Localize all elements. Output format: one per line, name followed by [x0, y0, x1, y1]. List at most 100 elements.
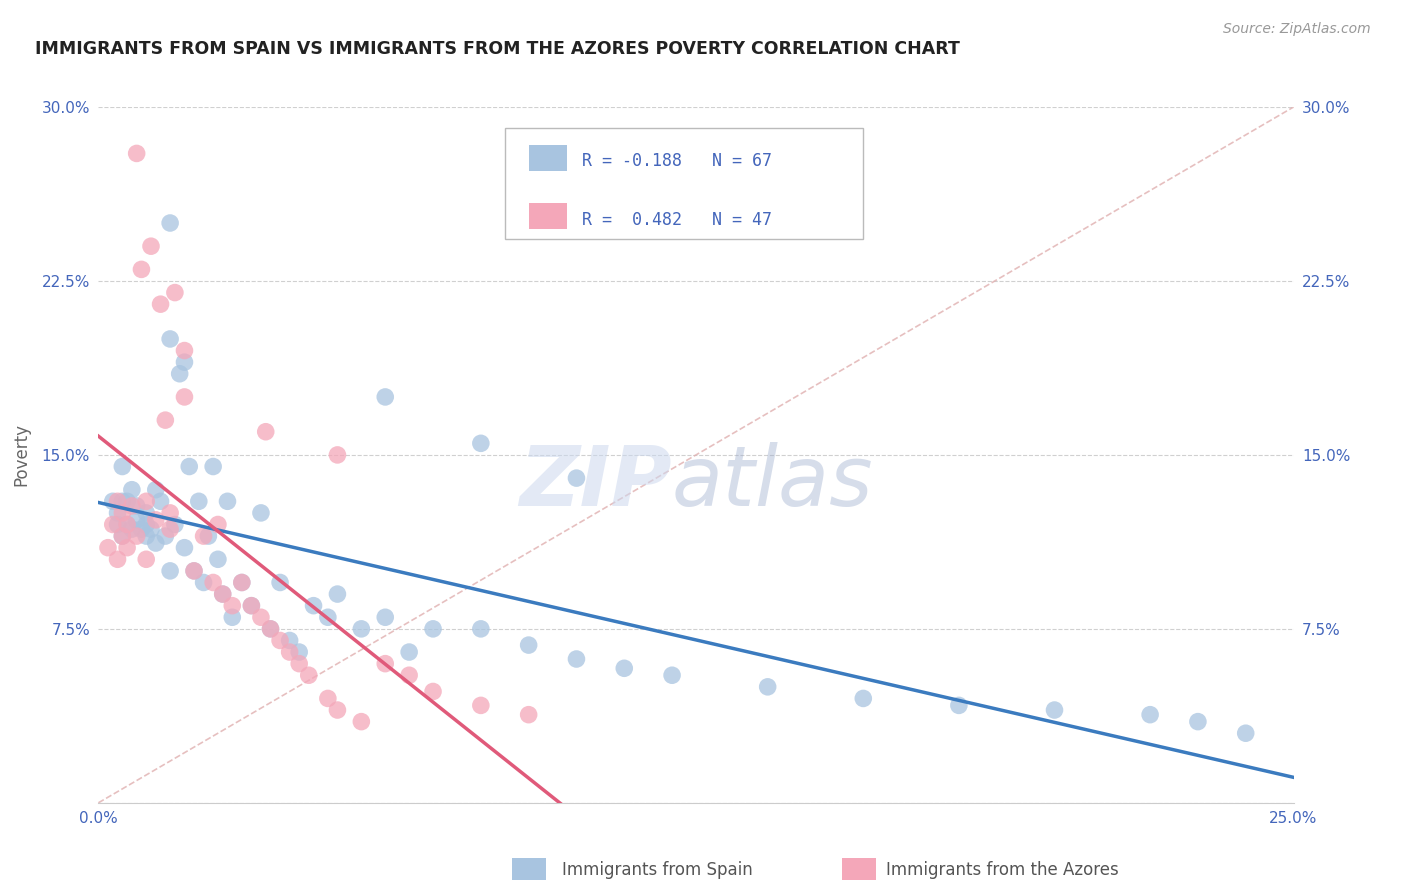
Point [613, 661, 636, 675]
Y-axis label: Poverty: Poverty [13, 424, 31, 486]
Point [517, 638, 540, 652]
Point [145, 513, 167, 527]
Text: R = -0.188   N = 67: R = -0.188 N = 67 [582, 153, 772, 170]
Point [374, 657, 396, 671]
Point [155, 529, 177, 543]
Point [254, 425, 277, 439]
Point [240, 599, 263, 613]
Point [269, 575, 291, 590]
Point [565, 652, 588, 666]
Point [193, 529, 215, 543]
Point [756, 680, 779, 694]
FancyBboxPatch shape [529, 145, 567, 171]
Point [183, 564, 205, 578]
Point [221, 599, 243, 613]
Point [398, 645, 420, 659]
Point [115, 517, 138, 532]
Point [207, 517, 229, 532]
Text: Immigrants from the Azores: Immigrants from the Azores [886, 861, 1119, 879]
Point [948, 698, 970, 713]
Point [661, 668, 683, 682]
Point [259, 622, 281, 636]
Point [316, 691, 339, 706]
Point [470, 436, 492, 450]
Point [326, 448, 349, 462]
Point [1187, 714, 1209, 729]
Point [1139, 707, 1161, 722]
Point [159, 332, 181, 346]
Point [326, 587, 349, 601]
Point [217, 494, 239, 508]
Point [125, 513, 148, 527]
Text: Immigrants from Spain: Immigrants from Spain [562, 861, 754, 879]
Point [374, 610, 396, 624]
Point [183, 564, 205, 578]
Point [135, 506, 157, 520]
Point [145, 536, 167, 550]
Point [231, 575, 253, 590]
Point [111, 506, 134, 520]
Point [131, 262, 153, 277]
Point [111, 529, 134, 543]
Point [565, 471, 588, 485]
Text: Source: ZipAtlas.com: Source: ZipAtlas.com [1223, 22, 1371, 37]
Point [159, 522, 181, 536]
Point [350, 714, 373, 729]
Point [121, 499, 143, 513]
Text: ZIP: ZIP [519, 442, 672, 524]
Point [179, 459, 201, 474]
Point [107, 517, 129, 532]
Point [111, 494, 134, 508]
Point [163, 517, 186, 532]
Point [125, 529, 148, 543]
Point [173, 541, 195, 555]
Point [97, 541, 120, 555]
Point [135, 517, 157, 532]
Point [111, 529, 134, 543]
Point [125, 146, 148, 161]
Text: IMMIGRANTS FROM SPAIN VS IMMIGRANTS FROM THE AZORES POVERTY CORRELATION CHART: IMMIGRANTS FROM SPAIN VS IMMIGRANTS FROM… [35, 40, 960, 58]
Point [1043, 703, 1066, 717]
Point [111, 459, 134, 474]
Point [149, 494, 172, 508]
Point [326, 703, 349, 717]
Point [187, 494, 209, 508]
Point [470, 622, 492, 636]
Point [169, 367, 191, 381]
FancyBboxPatch shape [505, 128, 863, 239]
Point [139, 522, 162, 536]
Point [173, 343, 195, 358]
Point [107, 552, 129, 566]
Point [159, 216, 181, 230]
Point [350, 622, 373, 636]
Point [278, 633, 301, 648]
Point [470, 698, 492, 713]
Point [121, 483, 143, 497]
Point [149, 297, 172, 311]
Point [240, 599, 263, 613]
Point [211, 587, 233, 601]
Point [193, 575, 215, 590]
Point [135, 552, 157, 566]
Point [278, 645, 301, 659]
Point [852, 691, 875, 706]
Point [115, 517, 138, 532]
Point [145, 483, 167, 497]
Point [197, 529, 219, 543]
Point [422, 684, 444, 698]
Point [101, 517, 124, 532]
Point [173, 390, 195, 404]
Text: atlas: atlas [672, 442, 873, 524]
Point [259, 622, 281, 636]
Point [115, 494, 138, 508]
Point [211, 587, 233, 601]
Point [316, 610, 339, 624]
Point [207, 552, 229, 566]
Point [517, 707, 540, 722]
Point [125, 499, 148, 513]
Point [422, 622, 444, 636]
Point [107, 506, 129, 520]
Point [202, 575, 225, 590]
Point [1234, 726, 1257, 740]
Text: R =  0.482   N = 47: R = 0.482 N = 47 [582, 211, 772, 228]
